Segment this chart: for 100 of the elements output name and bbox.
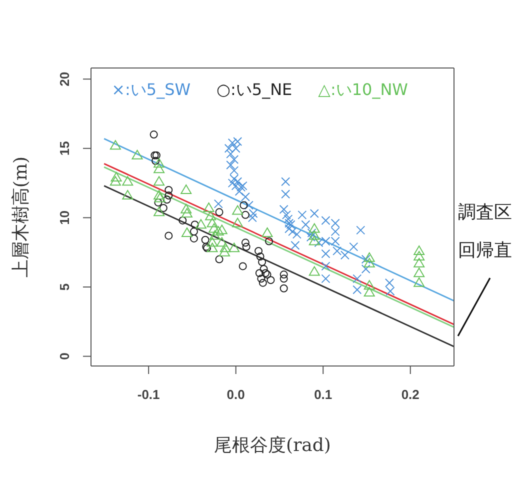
point <box>330 218 340 228</box>
point <box>233 177 242 186</box>
point <box>219 246 230 256</box>
point <box>414 258 425 268</box>
point <box>178 216 187 224</box>
point <box>280 274 288 283</box>
point <box>414 277 425 287</box>
point <box>226 160 236 170</box>
point <box>290 240 300 250</box>
point <box>364 287 375 297</box>
point <box>206 242 218 252</box>
point <box>292 230 302 239</box>
x-tick-label: 0.0 <box>226 387 245 402</box>
point <box>226 149 236 158</box>
point <box>301 220 310 230</box>
point <box>216 224 228 234</box>
point <box>150 130 158 139</box>
point <box>308 236 320 246</box>
point <box>240 192 250 202</box>
point <box>206 237 218 247</box>
point <box>254 246 263 255</box>
point <box>122 176 134 186</box>
point <box>258 278 267 287</box>
y-tick-label: 20 <box>57 72 72 86</box>
point <box>248 213 257 222</box>
point <box>284 224 294 234</box>
point <box>266 276 275 284</box>
point <box>220 242 231 252</box>
point <box>205 210 216 220</box>
point <box>122 190 134 200</box>
point <box>279 204 288 214</box>
point <box>321 216 330 225</box>
x-tick-label: 0.1 <box>314 387 332 402</box>
point <box>361 264 370 274</box>
point <box>230 154 239 164</box>
point <box>332 246 342 256</box>
y-axis-title: 上層木樹高(m) <box>10 156 32 278</box>
point <box>364 258 375 268</box>
point <box>164 232 173 240</box>
point <box>232 205 244 215</box>
point <box>180 204 192 214</box>
point <box>110 176 121 186</box>
point <box>244 200 254 210</box>
point <box>181 208 192 218</box>
point <box>181 227 192 237</box>
point <box>154 206 165 216</box>
point <box>386 286 395 296</box>
text: ○:い5_NE <box>216 80 292 101</box>
point <box>233 136 242 146</box>
x-tick-label: 0.2 <box>401 387 420 402</box>
point <box>257 274 266 283</box>
point <box>361 254 370 264</box>
point <box>307 228 316 238</box>
text: 調査区 <box>458 201 512 224</box>
point <box>228 138 237 148</box>
point <box>414 268 425 278</box>
point <box>414 245 425 255</box>
point <box>321 262 330 271</box>
point <box>248 209 258 218</box>
point <box>190 234 198 242</box>
point <box>215 208 224 216</box>
point <box>349 242 358 252</box>
point <box>238 262 247 270</box>
point <box>255 269 264 278</box>
point <box>208 223 220 233</box>
point <box>216 237 228 247</box>
point <box>308 230 320 240</box>
point <box>306 232 316 242</box>
point <box>190 228 198 236</box>
point <box>282 210 291 220</box>
point <box>154 176 165 186</box>
point <box>154 190 165 200</box>
point <box>414 251 425 260</box>
point <box>288 227 298 236</box>
y-tick-label: 0 <box>57 352 72 360</box>
point <box>256 252 264 260</box>
point <box>154 192 166 202</box>
y-tick-label: 5 <box>57 283 72 291</box>
point <box>154 164 165 174</box>
point <box>228 178 237 188</box>
point <box>164 186 173 194</box>
point <box>260 264 268 273</box>
point <box>195 219 206 229</box>
point <box>298 210 307 220</box>
point <box>132 150 143 160</box>
point <box>154 158 165 168</box>
text: 回帰直 <box>458 239 512 262</box>
point <box>241 238 250 247</box>
point <box>110 172 122 182</box>
point <box>280 270 288 279</box>
point <box>262 227 273 237</box>
x-tick-label: -0.1 <box>137 387 160 402</box>
text: △:い10_NW <box>318 80 408 101</box>
point <box>180 184 192 194</box>
point <box>232 218 244 228</box>
point <box>215 255 224 264</box>
point <box>281 177 290 186</box>
point <box>241 210 250 219</box>
point <box>214 199 223 208</box>
point <box>308 223 320 233</box>
